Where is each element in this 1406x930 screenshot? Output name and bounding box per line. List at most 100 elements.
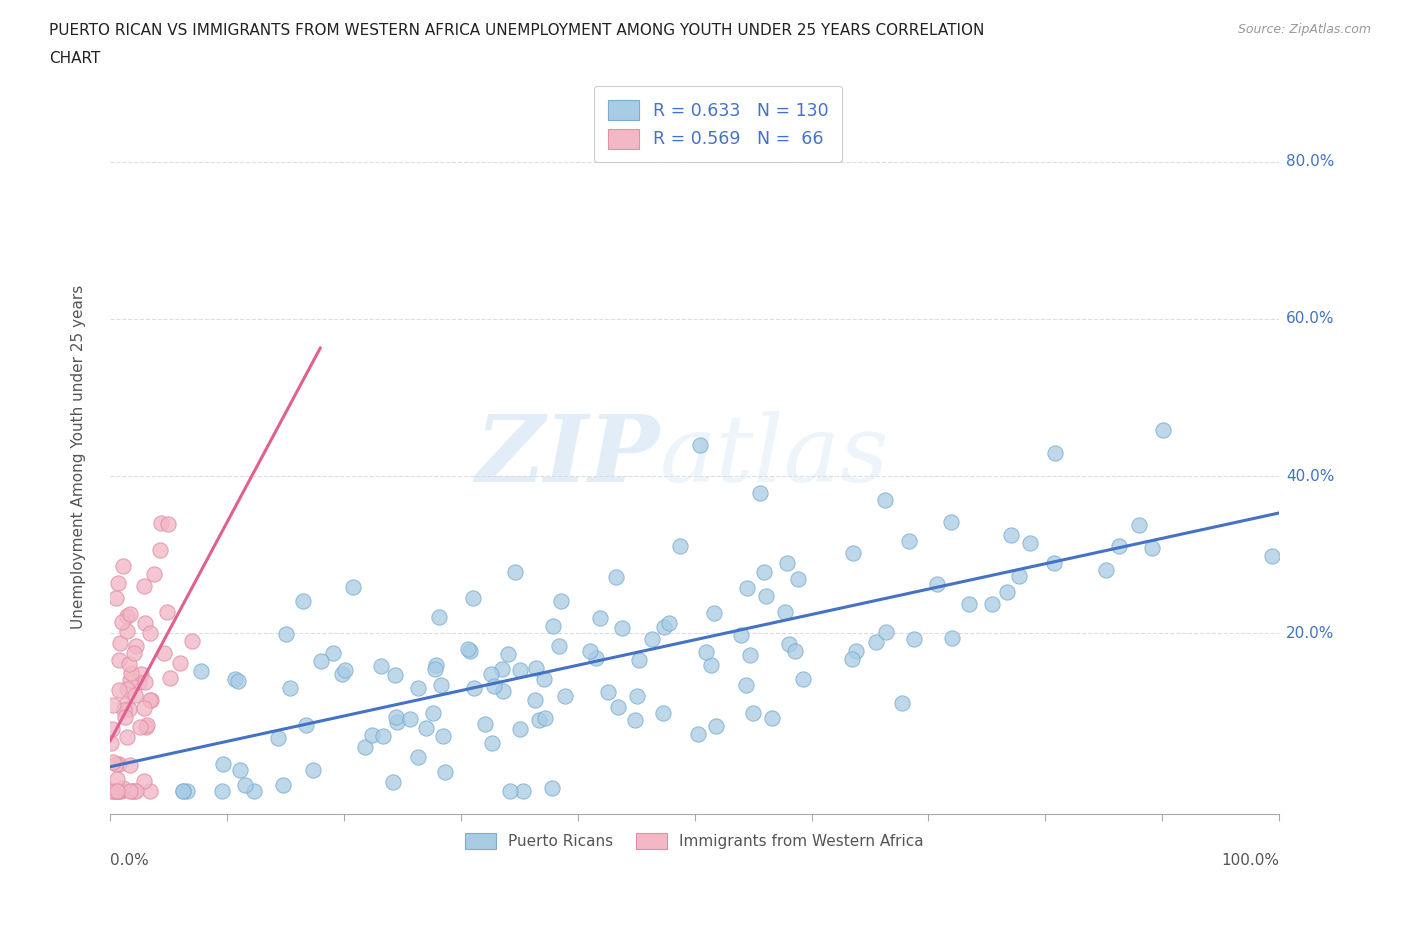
Point — [229, 763, 252, 777]
Point — [139, 693, 162, 708]
Point — [273, 777, 295, 792]
Point — [134, 616, 156, 631]
Point — [533, 671, 555, 686]
Point — [103, 783, 125, 798]
Point — [1108, 538, 1130, 553]
Text: 60.0%: 60.0% — [1286, 312, 1334, 326]
Point — [429, 610, 451, 625]
Point — [941, 631, 963, 645]
Point — [120, 666, 142, 681]
Point — [623, 712, 645, 727]
Point — [104, 591, 127, 605]
Point — [122, 645, 145, 660]
Point — [423, 662, 446, 677]
Point — [103, 783, 125, 798]
Point — [865, 635, 887, 650]
Point — [474, 717, 496, 732]
Point — [730, 628, 752, 643]
Point — [925, 577, 948, 591]
Point — [430, 677, 453, 692]
Point — [159, 671, 181, 685]
Point — [135, 720, 157, 735]
Point — [118, 657, 141, 671]
Point — [422, 706, 444, 721]
Point — [143, 566, 166, 581]
Point — [108, 635, 131, 650]
Point — [845, 644, 868, 658]
Point — [997, 585, 1019, 600]
Text: 100.0%: 100.0% — [1222, 854, 1279, 869]
Point — [384, 668, 406, 683]
Point — [1095, 563, 1118, 578]
Text: atlas: atlas — [659, 411, 889, 501]
Point — [891, 695, 914, 710]
Point — [1000, 527, 1022, 542]
Point — [169, 655, 191, 670]
Point — [755, 588, 778, 603]
Point — [118, 783, 141, 798]
Point — [481, 736, 503, 751]
Point — [406, 681, 429, 696]
Text: 80.0%: 80.0% — [1286, 154, 1334, 169]
Point — [111, 559, 134, 574]
Point — [330, 667, 353, 682]
Point — [115, 609, 138, 624]
Text: PUERTO RICAN VS IMMIGRANTS FROM WESTERN AFRICA UNEMPLOYMENT AMONG YOUTH UNDER 25: PUERTO RICAN VS IMMIGRANTS FROM WESTERN … — [49, 23, 984, 38]
Point — [382, 775, 405, 790]
Point — [111, 615, 134, 630]
Point — [139, 693, 162, 708]
Point — [534, 711, 557, 725]
Point — [243, 783, 266, 798]
Point — [139, 783, 162, 798]
Point — [761, 711, 783, 725]
Point — [120, 606, 142, 621]
Point — [118, 702, 141, 717]
Point — [1261, 548, 1284, 563]
Point — [695, 644, 717, 659]
Point — [482, 679, 505, 694]
Point — [589, 611, 612, 626]
Point — [117, 682, 139, 697]
Point — [626, 689, 648, 704]
Point — [156, 604, 179, 619]
Point — [503, 565, 526, 579]
Point — [527, 712, 550, 727]
Point — [596, 684, 619, 699]
Point — [550, 593, 572, 608]
Point — [226, 673, 249, 688]
Point — [585, 651, 607, 666]
Point — [605, 570, 627, 585]
Point — [406, 750, 429, 764]
Point — [384, 710, 406, 724]
Point — [129, 720, 152, 735]
Point — [291, 594, 314, 609]
Point — [754, 565, 776, 579]
Point — [233, 777, 256, 792]
Point — [1043, 445, 1066, 460]
Point — [903, 631, 925, 646]
Point — [491, 661, 513, 676]
Point — [787, 571, 810, 586]
Point — [735, 580, 758, 595]
Point — [124, 783, 146, 798]
Point — [124, 687, 146, 702]
Point — [153, 646, 176, 661]
Point — [103, 754, 125, 769]
Point — [980, 597, 1002, 612]
Point — [172, 783, 194, 798]
Point — [460, 644, 482, 658]
Point — [606, 699, 628, 714]
Point — [499, 783, 522, 798]
Point — [689, 437, 711, 452]
Point — [302, 763, 325, 777]
Point — [108, 652, 131, 667]
Point — [157, 517, 180, 532]
Point — [131, 666, 153, 681]
Point — [651, 706, 673, 721]
Point — [523, 693, 546, 708]
Point — [509, 662, 531, 677]
Point — [479, 667, 502, 682]
Point — [957, 596, 980, 611]
Point — [322, 645, 344, 660]
Point — [224, 671, 246, 686]
